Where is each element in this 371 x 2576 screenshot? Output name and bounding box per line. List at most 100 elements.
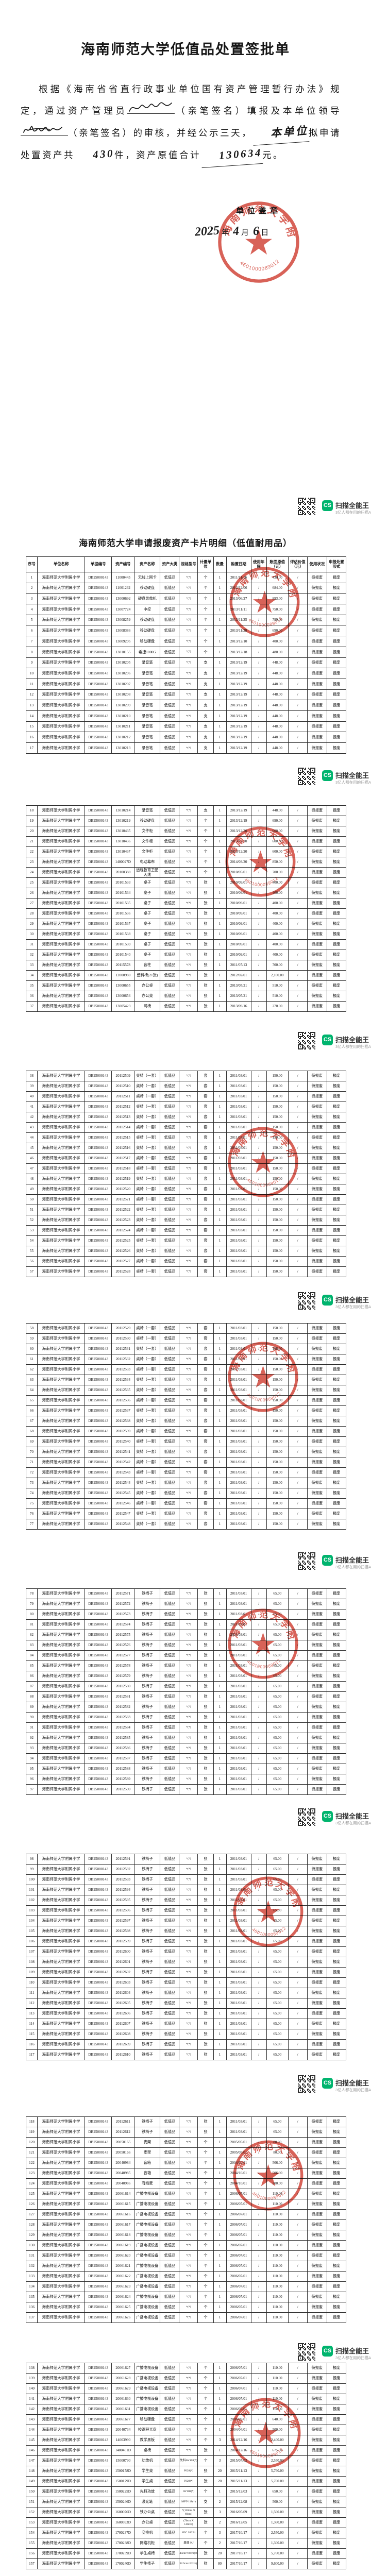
table-cell: / — [250, 805, 267, 816]
table-cell: 113 — [25, 2008, 38, 2019]
table-cell: 海南师范大学附属小学 — [37, 1256, 86, 1267]
table-cell: *(*) — [179, 614, 198, 626]
table-cell: DB25000143 — [85, 991, 112, 1002]
table-cell: DB25000143 — [85, 2312, 112, 2323]
table-cell: DB25000143 — [85, 2445, 112, 2456]
table-cell: 海南师范大学附属小学 — [37, 857, 86, 868]
table-cell: 67 — [25, 1416, 38, 1427]
table-cell: 学生椅子 — [134, 2558, 161, 2569]
table-cell: 2013/12/19 — [226, 732, 251, 743]
table-cell: 铁椅子 — [134, 2008, 161, 2019]
table-cell: *(*) — [179, 689, 198, 701]
table-cell: / — [250, 1764, 267, 1774]
table-cell: 1 — [213, 1874, 227, 1885]
table-cell: 张 — [197, 980, 214, 991]
table-cell: 2011/03/01 — [226, 1436, 251, 1447]
table-row: 143 海南师范大学附属小学 DB25000143 20061677 移动硬盘 低值品 *(… — [25, 2414, 347, 2425]
table-cell: 海南师范大学附属小学 — [37, 2404, 86, 2415]
table-cell: 报废 — [326, 2548, 347, 2559]
table-cell: 124 — [25, 2178, 38, 2189]
table-cell: 低值品 — [160, 2250, 180, 2261]
table-cell: 65.00 — [266, 1967, 289, 1978]
table-cell: 待报废 — [307, 2394, 327, 2404]
table-cell: 1 — [213, 1122, 227, 1133]
unit-seal-label: 单位盖章 — [235, 207, 281, 215]
table-cell: 待报废 — [307, 700, 327, 711]
table-cell: 待报废 — [307, 1722, 327, 1733]
table-cell: / — [288, 2373, 308, 2384]
table-cell: 127 — [25, 2209, 38, 2220]
table-cell: DB25000143 — [85, 1854, 112, 1865]
table-cell: 119 — [25, 2127, 38, 2138]
table-cell: 学生桌 — [134, 2466, 161, 2477]
table-cell: 1 — [213, 898, 227, 909]
table-cell: DB25000143 — [85, 1375, 112, 1385]
table-cell: 海南师范大学附属小学 — [37, 1988, 86, 1998]
table-cell: 2006/07/01 — [226, 2312, 251, 2323]
table-cell: 143 — [25, 2414, 38, 2425]
table-cell: 海南师范大学附属小学 — [37, 721, 86, 733]
table-cell: 2011/03/01 — [226, 1235, 251, 1246]
table-cell: / — [250, 700, 267, 711]
table-cell: DB25000143 — [85, 625, 112, 637]
table-cell: 桌椅（一套） — [134, 1153, 161, 1164]
table-row: 156 海南师范大学附属小学 DB25000143 1700239D 学生桌椅 低值品 40… — [25, 2548, 347, 2559]
table-cell: 低值品 — [160, 1967, 180, 1978]
table-cell: 低值品 — [160, 582, 180, 594]
table-cell: *(*) — [179, 1967, 198, 1978]
table-cell: 36 — [25, 991, 38, 1002]
table-cell: 报废 — [326, 1702, 347, 1713]
table-cell: 张 — [197, 2507, 214, 2518]
table-cell: 个 — [197, 2538, 214, 2549]
table-cell: 448.00 — [266, 689, 289, 701]
camscanner-cs-icon: CS — [322, 2078, 333, 2089]
table-cell: / — [288, 1681, 308, 1692]
table-cell: AV108(*) — [179, 2486, 198, 2497]
table-cell: 桌椅（一套） — [134, 1081, 161, 1092]
table-cell: 11000445 — [111, 572, 135, 583]
table-cell: 学生桌椅 — [134, 2548, 161, 2559]
table-cell: / — [288, 1457, 308, 1468]
table-row: 78 海南师范大学附属小学 DB25000143 20112571 铁椅子 低值品 *(*)… — [25, 1588, 347, 1599]
table-cell: *(*) — [179, 1246, 198, 1257]
table-cell: 海南师范大学附属小学 — [37, 1143, 86, 1154]
table-cell: 20112513 — [111, 1112, 135, 1123]
table-cell: *(*) — [179, 1519, 198, 1530]
table-cell: 待报废 — [307, 2312, 327, 2323]
table-cell: *(*) — [179, 857, 198, 868]
table-cell: 个 — [197, 2230, 214, 2241]
table-cell: 待报废 — [307, 1753, 327, 1764]
table-cell: 海南师范大学附属小学 — [37, 1194, 86, 1205]
table-cell: *(*) — [179, 2209, 198, 2220]
table-cell: DB25000143 — [85, 1509, 112, 1519]
table-row: 79 海南师范大学附属小学 DB25000143 20112572 铁椅子 低值品 *(*)… — [25, 1599, 347, 1609]
table-cell: 20112585 — [111, 1733, 135, 1743]
table-cell: / — [288, 2302, 308, 2313]
table-cell: 桌椅（一套） — [134, 1375, 161, 1385]
table-cell: DB25000143 — [85, 2116, 112, 2127]
table-cell: 150.00 — [266, 1488, 289, 1499]
table-cell: 报废 — [326, 2445, 347, 2456]
table-cell: / — [250, 582, 267, 594]
table-cell: 海南师范大学附属小学 — [37, 689, 86, 701]
table-cell: DB25000143 — [85, 1650, 112, 1661]
table-cell: 20112519 — [111, 1174, 135, 1184]
table-cell: 个 — [197, 2312, 214, 2323]
table-cell: DB25000143 — [85, 898, 112, 909]
table-cell: 2017/10/17 — [226, 2558, 251, 2569]
table-cell: 报废 — [326, 1256, 347, 1267]
table-cell: 麦架 — [134, 2147, 161, 2158]
table-cell: *(*) — [179, 2271, 198, 2282]
table-cell: 低值品 — [160, 2008, 180, 2019]
table-cell: 20112545 — [111, 1488, 135, 1499]
table-cell: 海南师范大学附属小学 — [37, 1071, 86, 1081]
table-cell: 海南师范大学附属小学 — [37, 877, 86, 888]
table-cell: 55 — [25, 1246, 38, 1257]
table-row: 136 海南师范大学附属小学 DB25000143 20061625 广播电视设备 低值品… — [25, 2302, 347, 2313]
table-cell: 1 — [213, 1998, 227, 2009]
table-cell: *(*) — [179, 582, 198, 594]
table-cell: DB25000143 — [85, 1225, 112, 1236]
table-cell: / — [288, 1733, 308, 1743]
table-cell: *(*) — [179, 1153, 198, 1164]
table-cell: DB25000143 — [85, 582, 112, 594]
